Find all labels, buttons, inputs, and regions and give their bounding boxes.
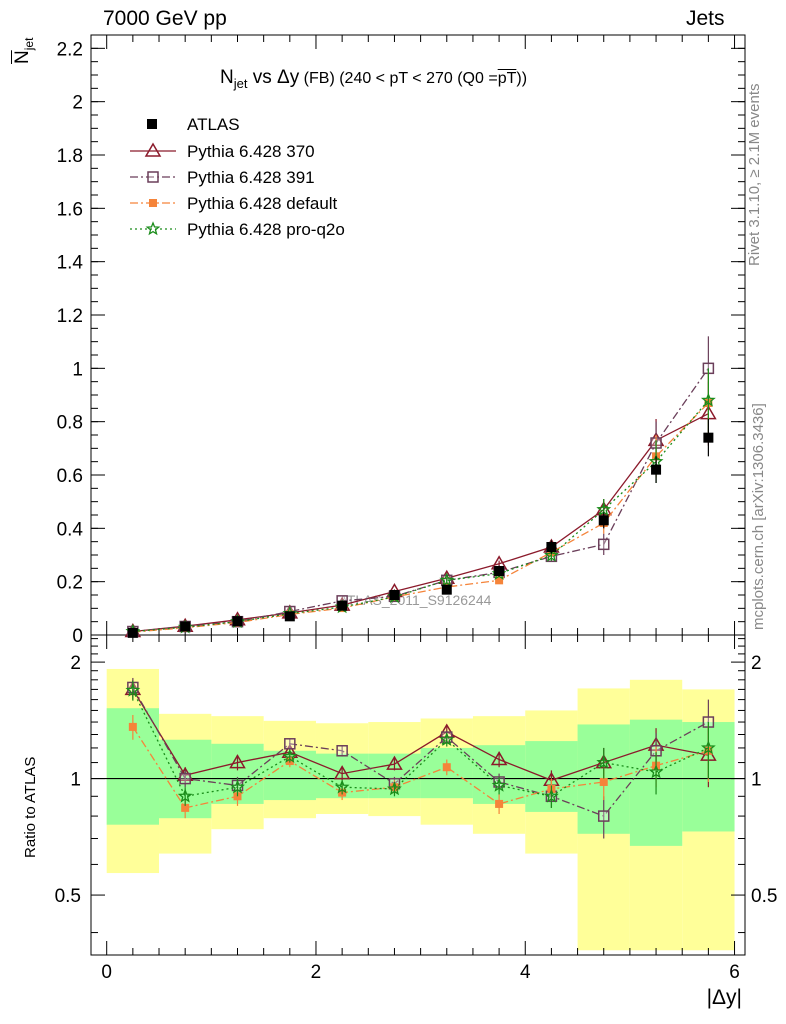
ratio-point-pq2o [544,788,559,803]
legend-marker-p370 [144,142,162,157]
x-axis-label: |Δy| [706,986,742,1009]
point-p391 [597,538,610,551]
legend-marker-pdefault [149,199,157,207]
series-line-pdefault [132,402,709,633]
y-tick-label: 1.6 [57,199,83,220]
title-rest: vs Δy [247,67,300,88]
ratio-point-pq2o [230,779,245,794]
ratio-tick-label: 0.5 [55,886,81,907]
ratio-line-p370 [132,689,709,781]
ratio-tick-label-right: 0.5 [751,886,777,907]
ratio-point-p370 [386,755,403,770]
title-sub: jet [233,75,248,91]
y-tick-label: 2.2 [57,39,83,60]
header-right: Jets [686,7,725,30]
x-tick-label: 0 [101,962,112,983]
ratio-point-pq2o [334,779,350,794]
y-tick-label: 0.8 [57,413,83,434]
ratio-point-pq2o [648,764,664,779]
series-line-pq2o [132,399,709,633]
point-pq2o [700,392,716,407]
ratio-point-pdefault [495,799,504,808]
ratio-point-pdefault [599,777,608,786]
chart-title: Njet vs Δy (FB) (240 < pT < 270 (Q0 =pT)… [220,67,527,91]
ratio-point-p391 [284,738,296,750]
x-tick-label: 6 [729,962,740,983]
y-tick-label: 0.4 [57,519,84,540]
ratio-line-p391 [132,687,709,817]
point-pq2o [544,547,559,562]
point-atlas [127,627,138,638]
point-atlas [284,611,295,622]
point-pq2o [439,572,455,587]
y-tick-label: 0.6 [57,466,83,487]
ratio-point-pq2o [439,731,455,747]
ratio-point-pq2o [491,777,507,792]
point-atlas [337,600,348,611]
ratio-line-pdefault [132,726,709,809]
ratio-point-p370 [490,751,508,766]
title-ov: pT [497,70,517,87]
legend-label: Pythia 6.428 370 [187,142,315,161]
ratio-point-pq2o [125,682,141,697]
ratio-tick-label: 1 [70,770,81,791]
legend-label: Pythia 6.428 default [187,194,338,213]
ratio-point-pq2o [387,781,402,796]
legend-marker-atlas [147,119,157,129]
ratio-tick-label-right: 1 [751,770,762,791]
ratio-point-pq2o [177,788,193,803]
y-tick-label: 0 [72,626,83,647]
point-atlas [389,590,400,600]
point-atlas [651,464,662,475]
legend-label: Pythia 6.428 391 [187,168,315,187]
y-tick-label: 1.8 [57,146,83,167]
y-tick-label: 2 [72,93,83,114]
ratio-tick-label: 2 [70,653,81,674]
ratio-point-pdefault [128,722,137,731]
y-tick-label: 0.2 [57,573,83,594]
ratio-point-pq2o [282,748,298,763]
ratio-point-p391 [179,772,191,785]
series-line-p370 [132,413,709,633]
title-main: N [220,67,234,88]
x-tick-label: 2 [311,962,322,983]
title-tag: (FB) (240 < pT < 270 (Q0 = [299,70,498,87]
y-tick-label: 1.4 [57,253,84,274]
point-atlas [598,515,609,526]
legend-marker-p391 [147,171,159,183]
ratio-point-p391 [597,810,610,822]
y-tick-label: 1.2 [57,306,83,327]
ratio-tick-label-right: 2 [751,653,762,674]
point-atlas [441,584,452,595]
point-pdefault [495,576,504,585]
point-atlas [546,542,557,552]
y-tick-label: 1 [72,359,83,380]
ratio-point-pq2o [596,754,612,769]
point-atlas [180,621,191,632]
x-tick-label: 4 [520,962,531,983]
ratio-point-pq2o [700,740,716,755]
title-end: )) [516,70,528,87]
ratio-point-pdefault [442,763,451,772]
point-pq2o [596,501,612,516]
legend-label: ATLAS [187,115,240,134]
point-atlas [232,616,243,627]
legend-marker-pq2o [145,221,161,236]
ratio-line-pq2o [132,690,709,798]
ratio-point-p370 [229,754,246,769]
ratio-point-p370 [333,765,351,780]
header-left: 7000 GeV pp [103,7,227,30]
legend-label: Pythia 6.428 pro-q2o [187,220,345,239]
point-atlas [703,432,714,443]
ratio-point-pdefault [181,803,190,812]
ratio-point-p391 [336,745,348,757]
point-atlas [494,566,505,576]
ratio-frame [90,634,746,956]
